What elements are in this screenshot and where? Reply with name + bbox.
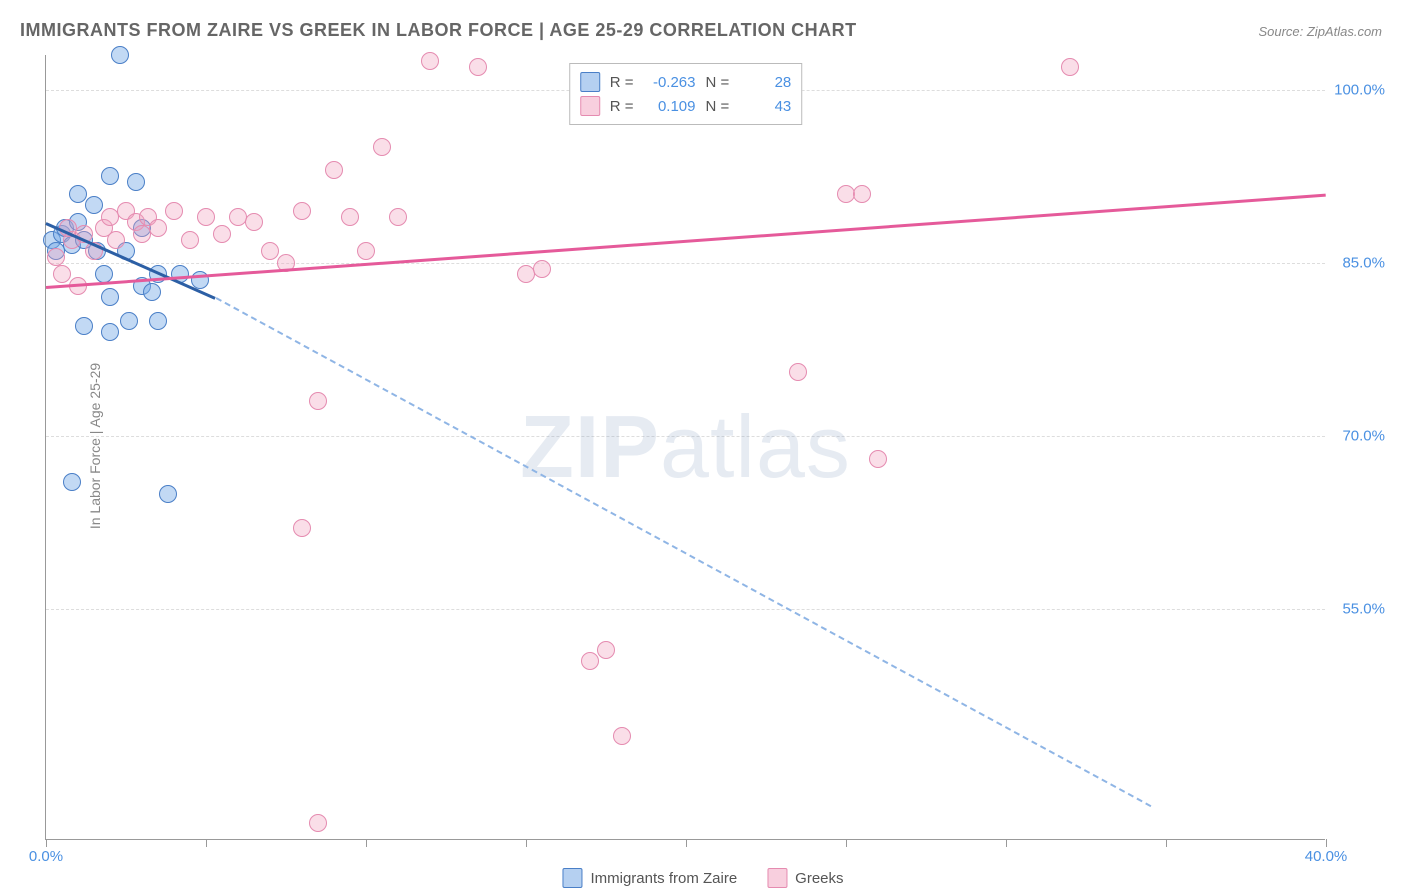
gridline (46, 263, 1325, 264)
data-point (1061, 58, 1079, 76)
x-tick (366, 839, 367, 847)
data-point (101, 167, 119, 185)
x-tick-label: 40.0% (1305, 848, 1348, 865)
data-point (120, 312, 138, 330)
gridline (46, 609, 1325, 610)
data-point (85, 196, 103, 214)
n-value-pink: 43 (739, 98, 791, 115)
legend-label-pink: Greeks (795, 870, 843, 887)
x-tick (1326, 839, 1327, 847)
legend-item-pink: Greeks (767, 868, 843, 888)
x-tick-label: 0.0% (29, 848, 63, 865)
data-point (373, 138, 391, 156)
r-value-pink: 0.109 (644, 98, 696, 115)
data-point (869, 450, 887, 468)
plot-area: ZIPatlas R = -0.263 N = 28 R = 0.109 N =… (45, 55, 1325, 840)
data-point (597, 641, 615, 659)
y-tick-label: 100.0% (1334, 81, 1385, 98)
data-point (143, 283, 161, 301)
legend-swatch-blue (562, 868, 582, 888)
data-point (75, 317, 93, 335)
data-point (789, 363, 807, 381)
data-point (293, 519, 311, 537)
watermark-light: atlas (660, 397, 851, 496)
swatch-blue (580, 72, 600, 92)
swatch-pink (580, 96, 600, 116)
x-tick (206, 839, 207, 847)
data-point (357, 242, 375, 260)
stats-row-blue: R = -0.263 N = 28 (580, 70, 792, 94)
r-value-blue: -0.263 (644, 74, 696, 91)
n-value-blue: 28 (739, 74, 791, 91)
x-tick (1006, 839, 1007, 847)
data-point (107, 231, 125, 249)
n-label2: N = (706, 98, 730, 115)
data-point (293, 202, 311, 220)
data-point (341, 208, 359, 226)
watermark-bold: ZIP (520, 397, 660, 496)
data-point (245, 213, 263, 231)
data-point (197, 208, 215, 226)
stats-row-pink: R = 0.109 N = 43 (580, 94, 792, 118)
gridline (46, 436, 1325, 437)
data-point (47, 248, 65, 266)
y-tick-label: 55.0% (1342, 601, 1385, 618)
x-tick (526, 839, 527, 847)
stats-box: R = -0.263 N = 28 R = 0.109 N = 43 (569, 63, 803, 125)
x-tick (686, 839, 687, 847)
r-label2: R = (610, 98, 634, 115)
chart-title: IMMIGRANTS FROM ZAIRE VS GREEK IN LABOR … (20, 20, 857, 41)
data-point (421, 52, 439, 70)
watermark: ZIPatlas (520, 396, 851, 498)
data-point (581, 652, 599, 670)
data-point (213, 225, 231, 243)
n-label: N = (706, 74, 730, 91)
data-point (159, 485, 177, 503)
legend-swatch-pink (767, 868, 787, 888)
x-tick (46, 839, 47, 847)
data-point (309, 392, 327, 410)
data-point (389, 208, 407, 226)
data-point (853, 185, 871, 203)
data-point (149, 219, 167, 237)
data-point (149, 312, 167, 330)
data-point (127, 173, 145, 191)
y-tick-label: 70.0% (1342, 427, 1385, 444)
data-point (613, 727, 631, 745)
data-point (533, 260, 551, 278)
data-point (469, 58, 487, 76)
bottom-legend: Immigrants from Zaire Greeks (562, 868, 843, 888)
r-label: R = (610, 74, 634, 91)
chart-container: IMMIGRANTS FROM ZAIRE VS GREEK IN LABOR … (0, 0, 1406, 892)
data-point (69, 185, 87, 203)
y-tick-label: 85.0% (1342, 254, 1385, 271)
data-point (261, 242, 279, 260)
x-tick (846, 839, 847, 847)
legend-item-blue: Immigrants from Zaire (562, 868, 737, 888)
data-point (101, 323, 119, 341)
data-point (63, 473, 81, 491)
data-point (309, 814, 327, 832)
data-point (111, 46, 129, 64)
data-point (53, 265, 71, 283)
data-point (165, 202, 183, 220)
trend-line (215, 298, 1151, 808)
x-tick (1166, 839, 1167, 847)
source-attribution: Source: ZipAtlas.com (1258, 24, 1382, 39)
data-point (101, 288, 119, 306)
legend-label-blue: Immigrants from Zaire (590, 870, 737, 887)
data-point (325, 161, 343, 179)
data-point (181, 231, 199, 249)
